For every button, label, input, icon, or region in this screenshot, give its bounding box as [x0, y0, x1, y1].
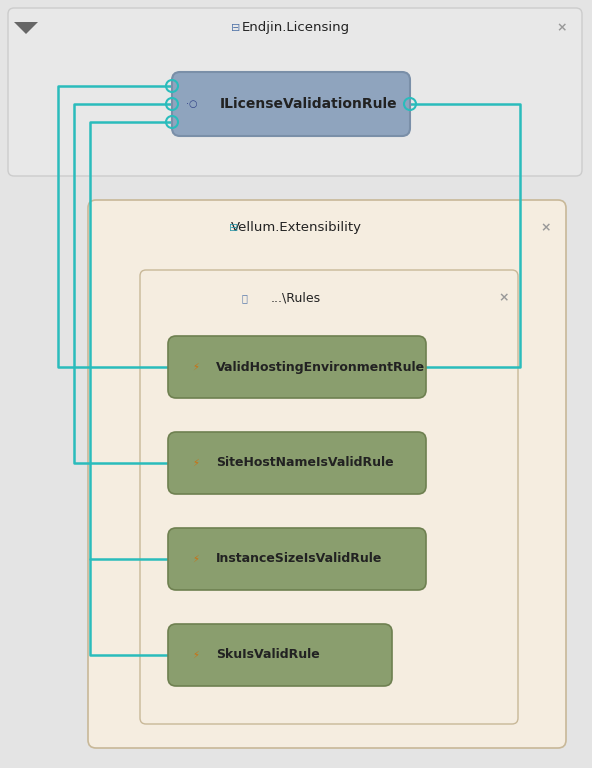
Text: ⊟: ⊟	[231, 23, 241, 33]
Text: ×: ×	[540, 221, 551, 234]
Text: ·○: ·○	[186, 99, 198, 109]
Text: Vellum.Extensibility: Vellum.Extensibility	[230, 221, 362, 234]
FancyBboxPatch shape	[8, 8, 582, 176]
FancyBboxPatch shape	[140, 270, 518, 724]
Text: ILicenseValidationRule: ILicenseValidationRule	[220, 97, 398, 111]
Text: ValidHostingEnvironmentRule: ValidHostingEnvironmentRule	[216, 360, 425, 373]
Text: SiteHostNameIsValidRule: SiteHostNameIsValidRule	[216, 456, 394, 469]
Text: SkuIsValidRule: SkuIsValidRule	[216, 648, 320, 661]
Text: ...\Rules: ...\Rules	[271, 292, 321, 304]
Polygon shape	[14, 22, 38, 34]
FancyBboxPatch shape	[168, 528, 426, 590]
Text: InstanceSizeIsValidRule: InstanceSizeIsValidRule	[216, 552, 382, 565]
Text: ⊟: ⊟	[229, 223, 239, 233]
Text: ⚡: ⚡	[192, 554, 200, 564]
Text: ×: ×	[556, 22, 567, 35]
FancyBboxPatch shape	[168, 336, 426, 398]
Text: ⚡: ⚡	[192, 650, 200, 660]
FancyBboxPatch shape	[168, 432, 426, 494]
FancyBboxPatch shape	[88, 200, 566, 748]
Text: Endjin.Licensing: Endjin.Licensing	[242, 22, 350, 35]
FancyBboxPatch shape	[168, 624, 392, 686]
Text: ⚡: ⚡	[192, 458, 200, 468]
Text: ⚡: ⚡	[192, 362, 200, 372]
Text: 📋: 📋	[241, 293, 247, 303]
FancyBboxPatch shape	[172, 72, 410, 136]
Text: ×: ×	[498, 292, 509, 304]
